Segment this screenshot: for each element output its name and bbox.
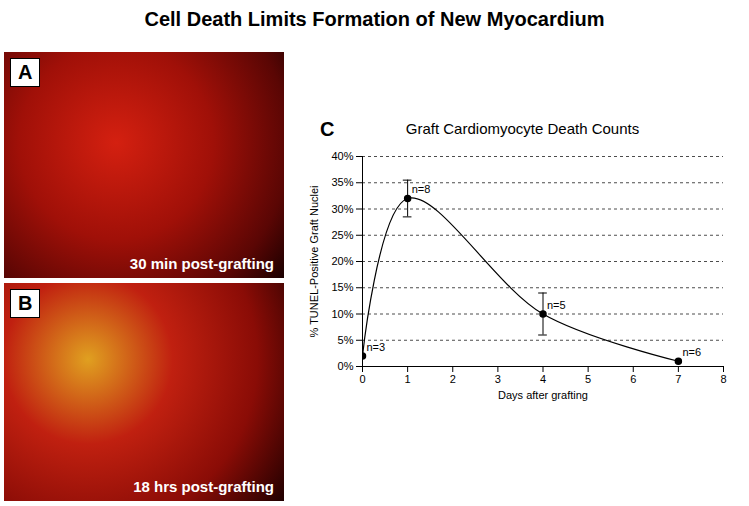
svg-text:0%: 0% <box>338 360 354 372</box>
svg-text:0: 0 <box>359 373 365 385</box>
svg-text:10%: 10% <box>331 308 353 320</box>
svg-text:5%: 5% <box>338 334 354 346</box>
html-text:30 min post-grafting: 30 min post-grafting <box>129 255 274 272</box>
svg-text:5: 5 <box>585 373 591 385</box>
svg-text:n=3: n=3 <box>367 341 386 353</box>
svg-text:40%: 40% <box>331 150 353 162</box>
html-text:Graft Cardiomyocyte Death Coun: Graft Cardiomyocyte Death Counts <box>405 120 640 137</box>
svg-text:n=6: n=6 <box>682 346 701 358</box>
svg-text:1: 1 <box>405 373 411 385</box>
svg-text:% TUNEL-Positive Graft Nuclei: % TUNEL-Positive Graft Nuclei <box>308 185 320 337</box>
svg-text:n=5: n=5 <box>547 299 566 311</box>
html-text:A: A <box>18 61 33 83</box>
html-text:C: C <box>320 118 335 140</box>
svg-text:15%: 15% <box>331 281 353 293</box>
svg-text:30%: 30% <box>331 203 353 215</box>
svg-text:Days after grafting: Days after grafting <box>498 389 588 401</box>
svg-text:8: 8 <box>720 373 726 385</box>
svg-text:4: 4 <box>540 373 546 385</box>
svg-text:3: 3 <box>495 373 501 385</box>
html-text:B: B <box>18 292 33 314</box>
svg-text:2: 2 <box>450 373 456 385</box>
html-text:18 hrs post-grafting: 18 hrs post-grafting <box>133 478 274 495</box>
svg-text:6: 6 <box>630 373 636 385</box>
html-text:Cell Death Limits Formation of: Cell Death Limits Formation of New Myoca… <box>144 8 605 30</box>
svg-text:n=8: n=8 <box>412 183 431 195</box>
svg-text:25%: 25% <box>331 229 353 241</box>
svg-text:7: 7 <box>675 373 681 385</box>
svg-text:20%: 20% <box>331 255 353 267</box>
svg-text:35%: 35% <box>331 176 353 188</box>
